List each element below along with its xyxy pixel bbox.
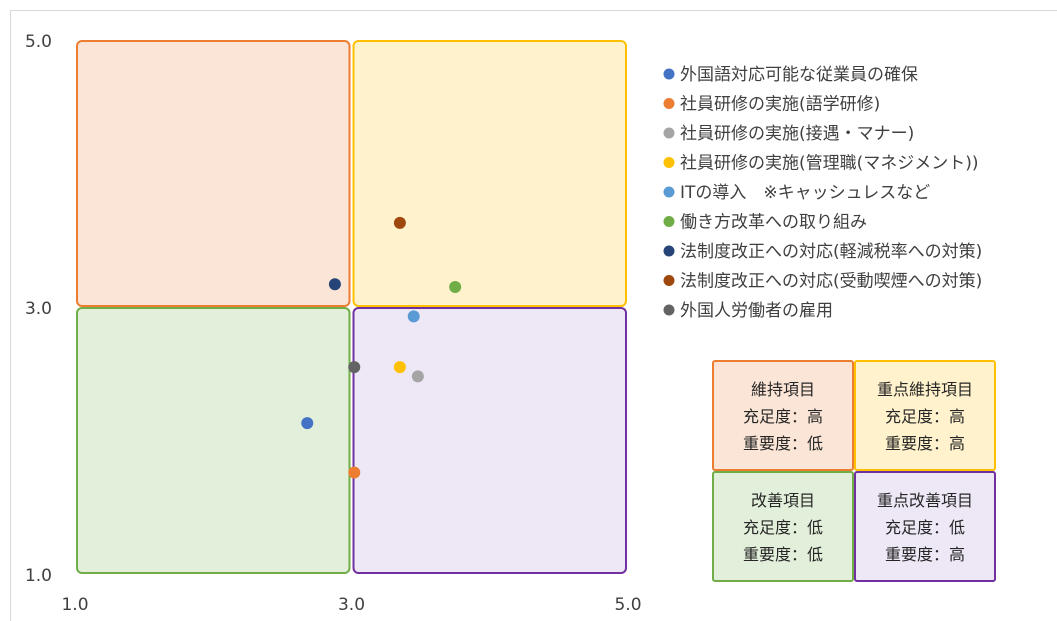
legend-marker [663,304,675,316]
quadrant-legend-line: 重要度：高 [885,545,965,564]
x-tick-label: 5.0 [614,595,641,615]
quadrant-1 [76,40,351,307]
legend-label: 法制度改正への対応(受動喫煙への対策) [680,272,982,292]
y-tick-label: 1.0 [25,566,52,586]
quadrant-legend: 維持項目充足度：高重要度：低重点維持項目充足度：高重要度：高改善項目充足度：低重… [712,360,996,582]
quadrant-legend-line: 重要度：高 [885,434,965,453]
legend-label: 外国人労働者の雇用 [680,301,833,321]
x-tick-label: 3.0 [338,595,365,615]
data-point-1 [301,417,314,430]
legend-marker [663,127,675,139]
quadrant-legend-line: 充足度：高 [743,407,823,426]
quadrant-legend-box [854,471,996,582]
legend-label: ITの導入 ※キャッシュレスなど [680,183,930,203]
y-tick-label: 5.0 [25,32,52,52]
legend-marker [663,245,675,257]
chart-frame [10,10,1057,621]
data-point-3 [411,370,424,383]
quadrant-areas [76,40,627,574]
data-point-6 [449,280,462,293]
legend-label: 社員研修の実施(語学研修) [680,95,880,115]
legend-marker [663,157,675,168]
data-point-2 [348,466,361,479]
y-tick-label: 3.0 [25,299,52,319]
quadrant-3 [76,307,351,574]
legend-label: 働き方改革への取り組み [680,213,867,233]
data-point-8 [393,216,406,229]
quadrant-legend-line: 充足度：高 [885,407,965,426]
quadrant-legend-title: 重点維持項目 [877,380,973,399]
legend-label: 社員研修の実施(接遇・マナー) [680,124,914,144]
quadrant-legend-box [712,471,854,582]
quadrant-4 [352,307,627,574]
legend-marker [663,216,675,227]
data-point-9 [348,361,361,374]
data-point-7 [328,278,341,291]
axis-ticks: 1.0 3.0 5.0 1.0 3.0 5.0 [25,32,642,615]
legend-label: 外国語対応可能な従業員の確保 [680,65,918,85]
quadrant-legend-line: 重要度：低 [743,434,823,453]
quadrant-legend-box [854,360,996,471]
quadrant-legend-line: 重要度：低 [743,545,823,564]
quadrant-legend-box [712,360,854,471]
quadrant-legend-title: 維持項目 [751,380,815,399]
data-points [301,216,462,479]
quadrant-legend-line: 充足度：低 [743,518,823,537]
legend-marker [663,68,675,80]
legend-marker [663,98,675,109]
legend-label: 法制度改正への対応(軽減税率への対策) [680,242,982,262]
legend-marker [663,186,675,198]
x-tick-label: 1.0 [61,595,88,615]
quadrant-2 [352,40,627,307]
quadrant-legend-title: 改善項目 [751,491,815,510]
data-point-4 [393,361,406,374]
quadrant-legend-title: 重点改善項目 [877,491,973,510]
quadrant-legend-line: 充足度：低 [885,518,965,537]
legend-marker [663,275,675,286]
legend-label: 社員研修の実施(管理職(マネジメント)) [680,154,979,174]
data-point-5 [407,310,420,323]
